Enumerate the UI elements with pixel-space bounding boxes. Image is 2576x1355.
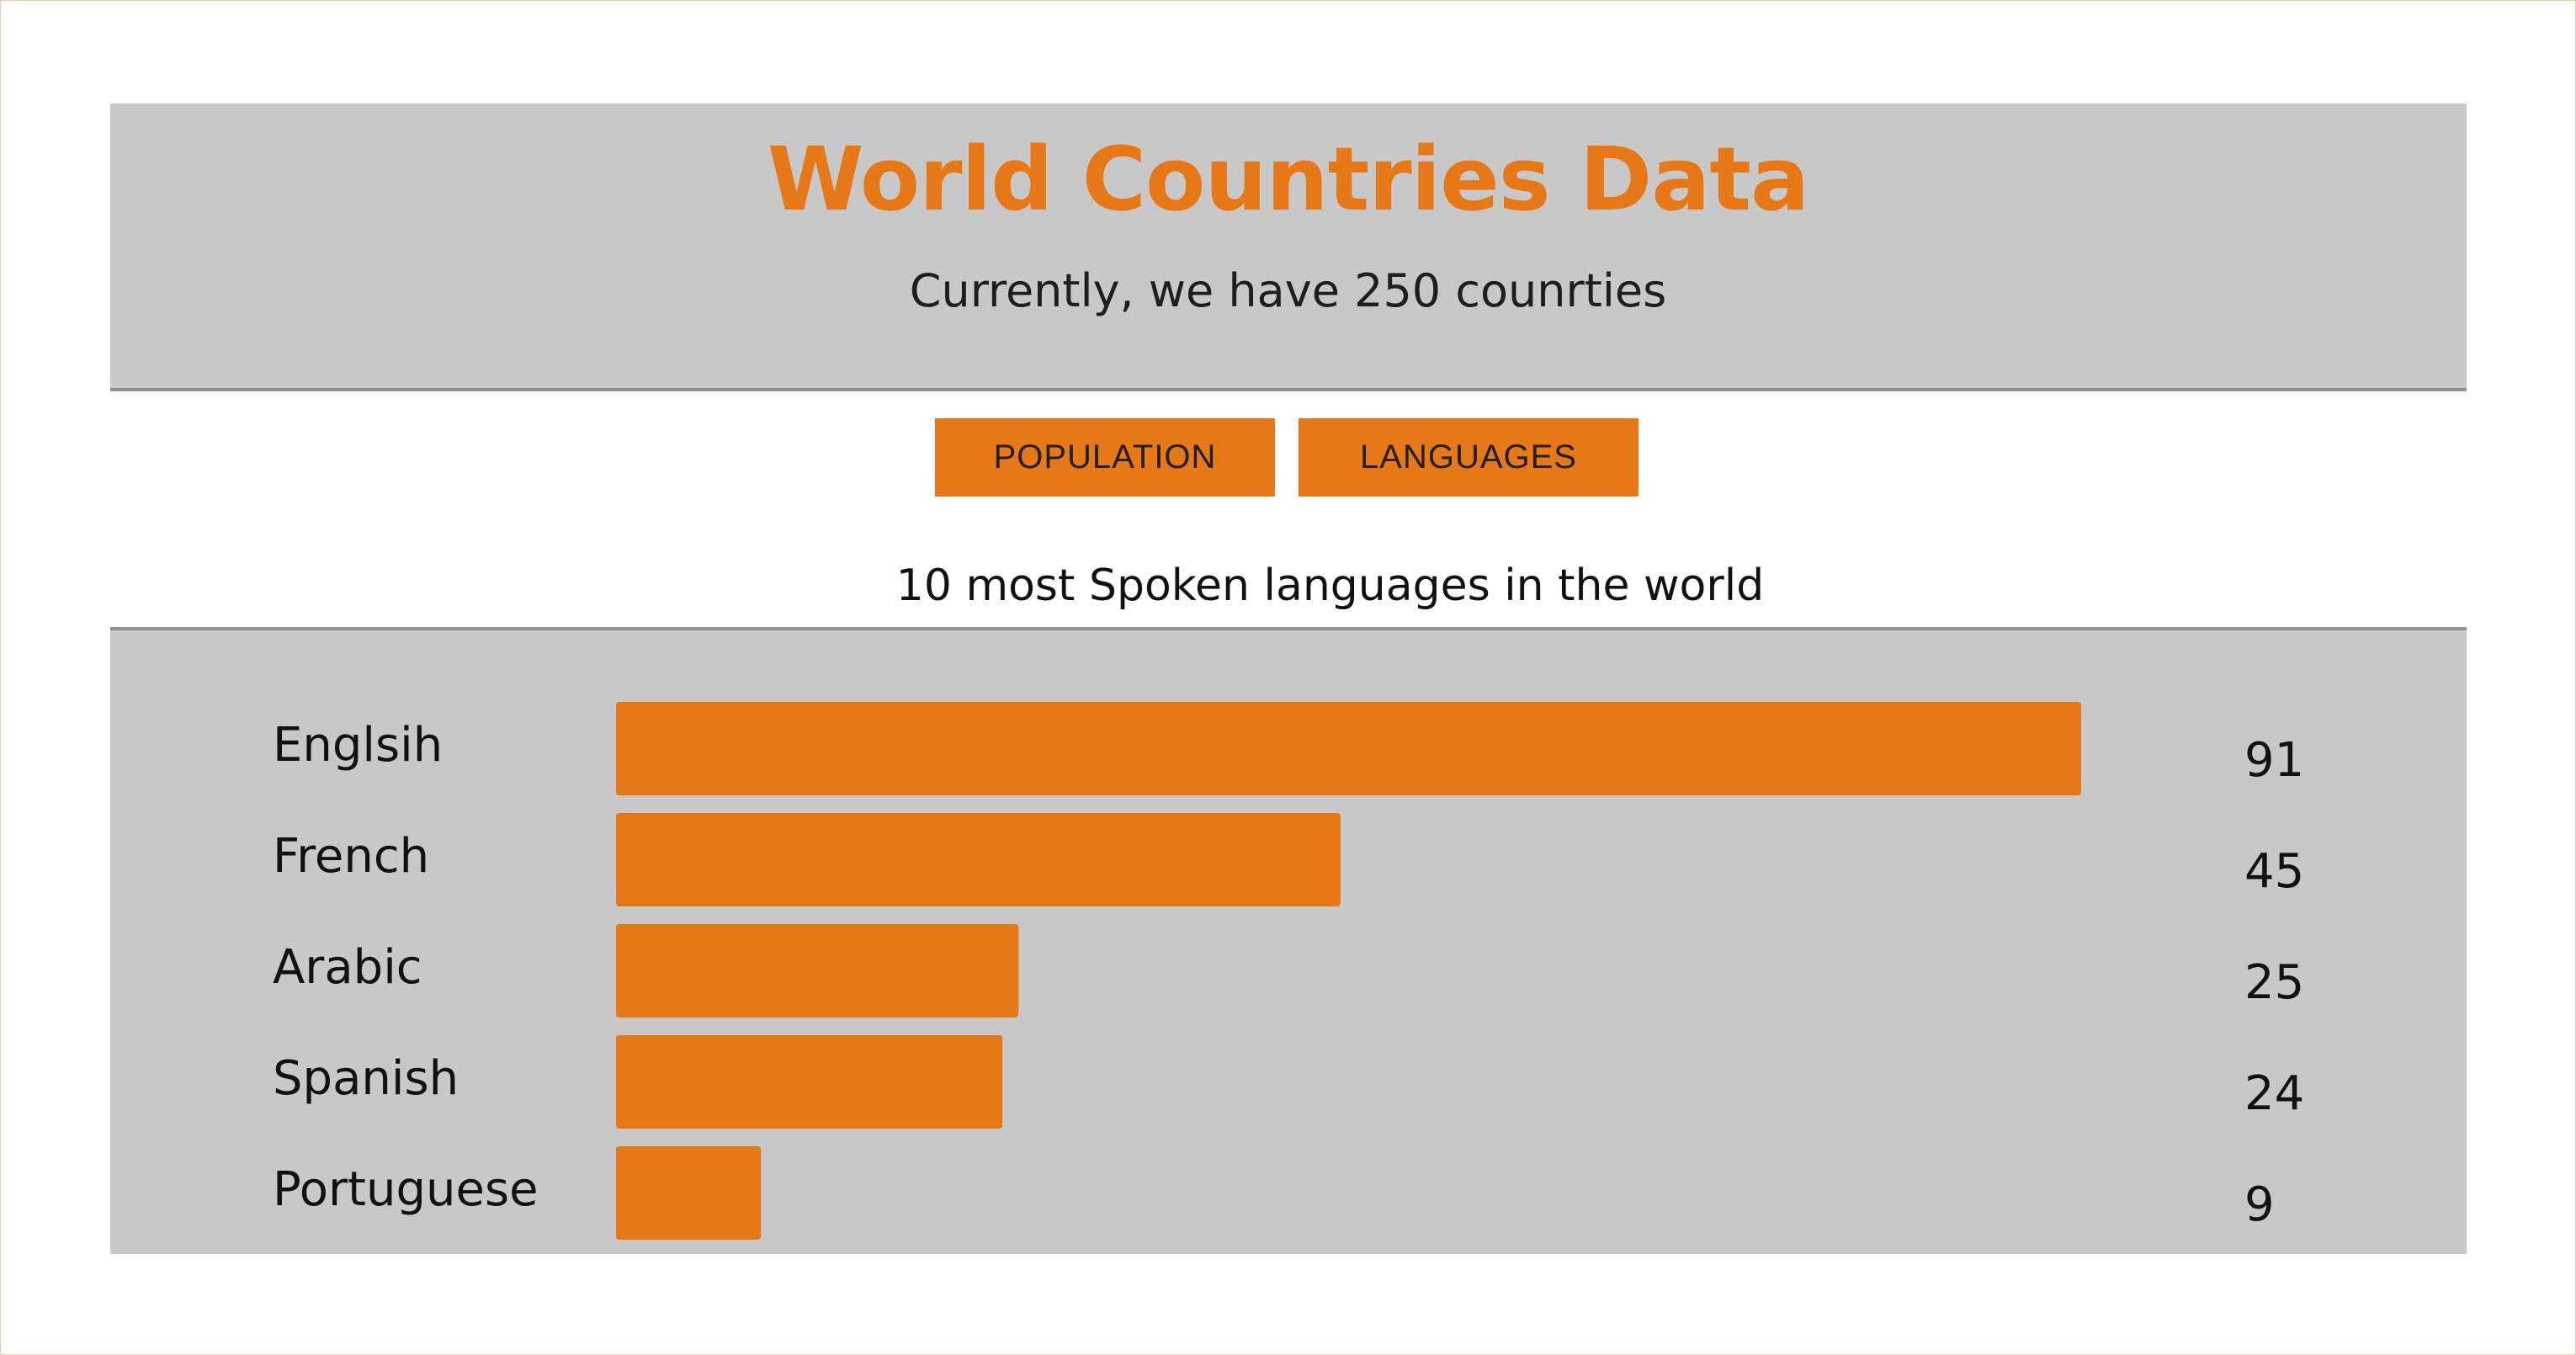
category-label: Arabic bbox=[273, 940, 422, 995]
population-button[interactable]: POPULATION bbox=[935, 418, 1275, 497]
page-title: World Countries Data bbox=[767, 128, 1810, 231]
category-label: Spanish bbox=[273, 1051, 459, 1106]
value-label: 25 bbox=[2244, 955, 2304, 1010]
value-label: 91 bbox=[2244, 733, 2304, 788]
bar-portuguese bbox=[616, 1146, 762, 1240]
value-label: 9 bbox=[2244, 1177, 2275, 1232]
value-label: 24 bbox=[2244, 1066, 2304, 1121]
languages-bar-chart: Englsih 91 French 45 Arabic 25 Spanish 24 Portug… bbox=[273, 702, 2304, 1240]
bar-arabic bbox=[616, 924, 1019, 1018]
languages-button[interactable]: LANGUAGES bbox=[1299, 418, 1639, 497]
languages-chart-panel: Englsih 91 French 45 Arabic 25 Spanish 24 Portug… bbox=[110, 627, 2467, 1254]
bar-french bbox=[616, 813, 1341, 906]
category-label: Englsih bbox=[273, 718, 443, 773]
category-label: Portuguese bbox=[273, 1162, 539, 1217]
country-count-subtitle: Currently, we have 250 counrties bbox=[909, 264, 1667, 317]
value-label: 45 bbox=[2244, 844, 2304, 899]
category-label: French bbox=[273, 829, 429, 884]
bar-spanish bbox=[616, 1035, 1003, 1129]
bar-englsih bbox=[616, 702, 2081, 795]
header-panel bbox=[110, 104, 2467, 391]
chart-heading: 10 most Spoken languages in the world bbox=[895, 561, 1765, 611]
